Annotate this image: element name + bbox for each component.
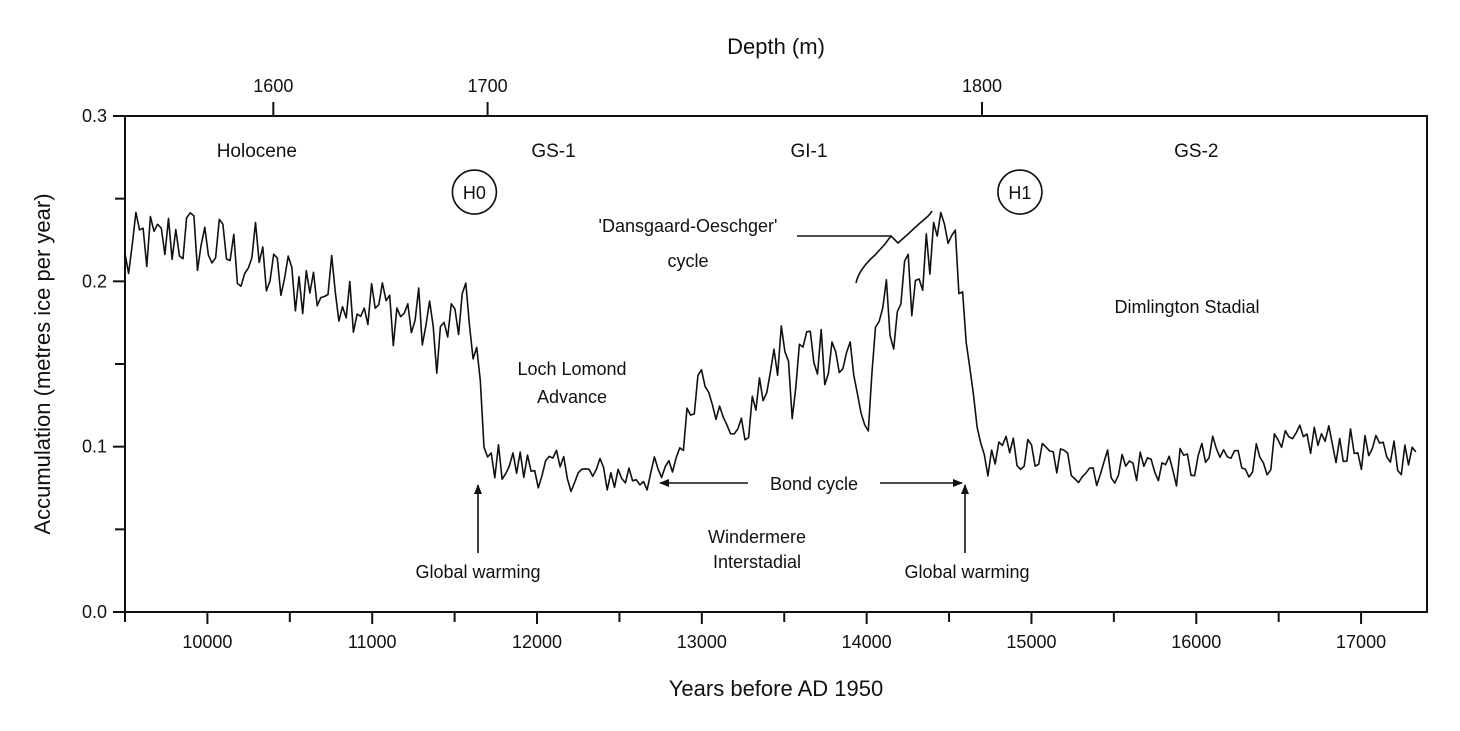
x-tick-label: 13000 bbox=[677, 632, 727, 652]
x-tick-label: 16000 bbox=[1171, 632, 1221, 652]
heinrich-events: H0 H1 bbox=[451, 169, 1043, 215]
y-axis-ticks: 0.0 0.1 0.2 0.3 bbox=[82, 106, 125, 622]
period-labels: Holocene GS-1 GI-1 GS-2 bbox=[217, 141, 1219, 162]
x-axis-ticks: 10000 11000 12000 13000 14000 15000 16000 17000 bbox=[124, 612, 1386, 652]
y-tick-label: 0.3 bbox=[82, 106, 107, 126]
y-tick-label: 0.2 bbox=[82, 271, 107, 291]
depth-axis-ticks: 1600 1700 1800 bbox=[253, 76, 1002, 116]
loch-lomond-label-line2: Advance bbox=[537, 387, 607, 407]
period-label: GI-1 bbox=[790, 141, 827, 162]
bond-cycle-label: Bond cycle bbox=[770, 474, 858, 494]
depth-tick-label: 1600 bbox=[253, 76, 293, 96]
depth-axis-title: Depth (m) bbox=[727, 34, 825, 59]
dimlington-label: Dimlington Stadial bbox=[1114, 297, 1259, 317]
dansgaard-bracket bbox=[855, 210, 933, 284]
x-tick-label: 12000 bbox=[512, 632, 562, 652]
event-circle bbox=[997, 169, 1043, 215]
event-circle bbox=[451, 169, 498, 215]
windermere-label-line2: Interstadial bbox=[713, 552, 801, 572]
x-tick-label: 17000 bbox=[1336, 632, 1386, 652]
period-label: GS-2 bbox=[1174, 141, 1218, 162]
y-axis-title: Accumulation (metres ice per year) bbox=[30, 193, 55, 534]
event-label: H0 bbox=[463, 183, 486, 203]
x-tick-label: 11000 bbox=[348, 632, 397, 652]
period-label: Holocene bbox=[217, 141, 297, 162]
dansgaard-label-line2: cycle bbox=[667, 251, 708, 271]
global-warming-label-right: Global warming bbox=[904, 562, 1029, 582]
period-label: GS-1 bbox=[531, 141, 575, 162]
y-tick-label: 0.1 bbox=[82, 437, 107, 457]
dansgaard-label-line1: 'Dansgaard-Oeschger' bbox=[599, 216, 778, 236]
global-warming-label-left: Global warming bbox=[415, 562, 540, 582]
x-tick-label: 15000 bbox=[1006, 632, 1056, 652]
windermere-label-line1: Windermere bbox=[708, 527, 806, 547]
x-tick-label: 10000 bbox=[182, 632, 232, 652]
depth-tick-label: 1700 bbox=[468, 76, 508, 96]
y-tick-label: 0.0 bbox=[82, 602, 107, 622]
x-axis-title: Years before AD 1950 bbox=[669, 676, 883, 701]
loch-lomond-label-line1: Loch Lomond bbox=[517, 359, 626, 379]
event-label: H1 bbox=[1008, 183, 1031, 203]
x-tick-label: 14000 bbox=[842, 632, 892, 652]
depth-tick-label: 1800 bbox=[962, 76, 1002, 96]
accumulation-series-line bbox=[124, 211, 1417, 493]
